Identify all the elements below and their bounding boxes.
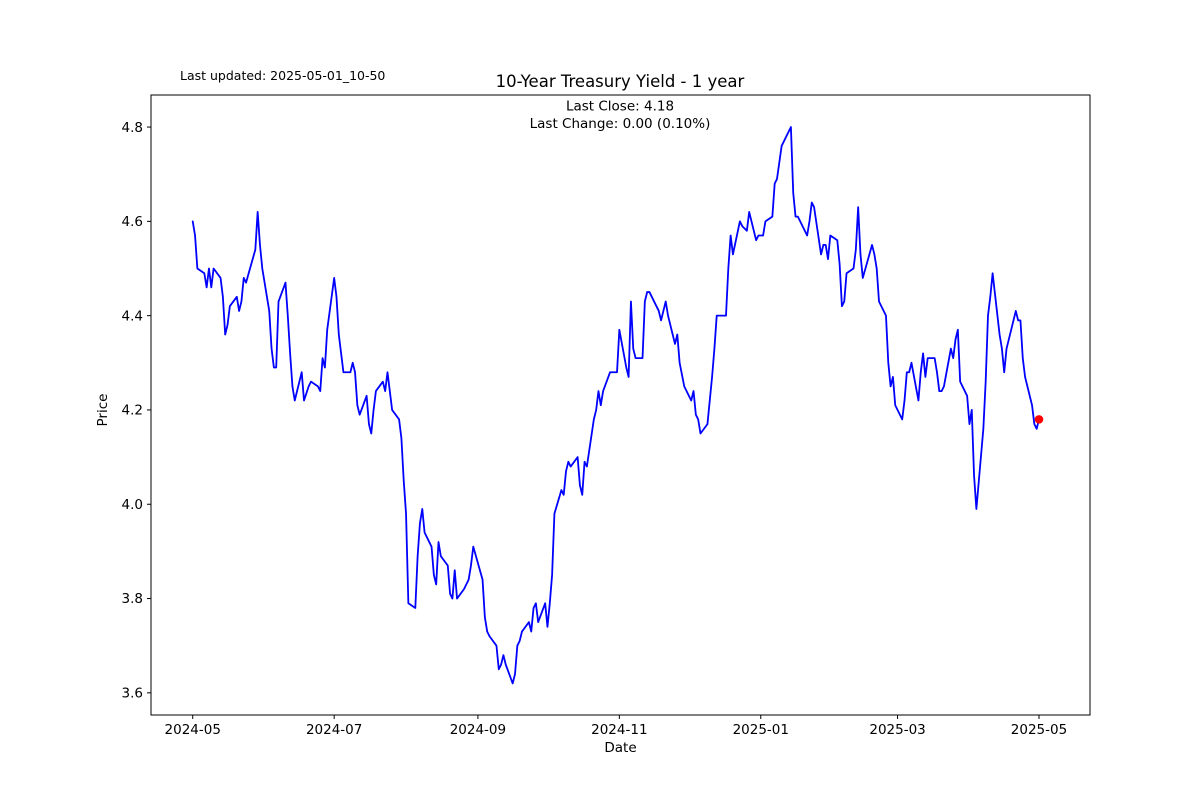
y-tick-label: 4.0 — [122, 497, 143, 513]
plot-area-border — [150, 94, 1091, 716]
last-close-annotation: Last Close: 4.18 — [566, 99, 674, 115]
yield-line-series — [191, 126, 1040, 685]
x-tick-label: 2025-01 — [733, 722, 789, 738]
chart-title: 10-Year Treasury Yield - 1 year — [496, 72, 745, 91]
y-tick-label: 3.8 — [122, 591, 143, 607]
y-tick-label: 4.6 — [122, 214, 143, 230]
x-tick-label: 2024-07 — [306, 722, 362, 738]
last-updated-text: Last updated: 2025-05-01_10-50 — [180, 68, 385, 83]
y-axis-label: Price — [95, 394, 111, 427]
x-axis-label: Date — [604, 740, 636, 756]
x-tick-label: 2025-05 — [1011, 722, 1067, 738]
y-tick-label: 4.4 — [122, 308, 143, 324]
x-tick-label: 2024-11 — [591, 722, 647, 738]
x-tick-label: 2024-09 — [450, 722, 506, 738]
x-tick-label: 2024-05 — [165, 722, 221, 738]
y-tick-label: 4.8 — [122, 120, 143, 136]
y-tick-label: 3.6 — [122, 686, 143, 702]
x-tick-label: 2025-03 — [869, 722, 925, 738]
y-tick-label: 4.2 — [122, 403, 143, 419]
last-close-marker — [1034, 415, 1044, 424]
last-change-annotation: Last Change: 0.00 (0.10%) — [530, 116, 711, 132]
axis-ticks: 3.6 3.8 4.0 4.2 4.4 4.6 4.8 2024-05 2024-07 2024-… — [122, 120, 1068, 738]
